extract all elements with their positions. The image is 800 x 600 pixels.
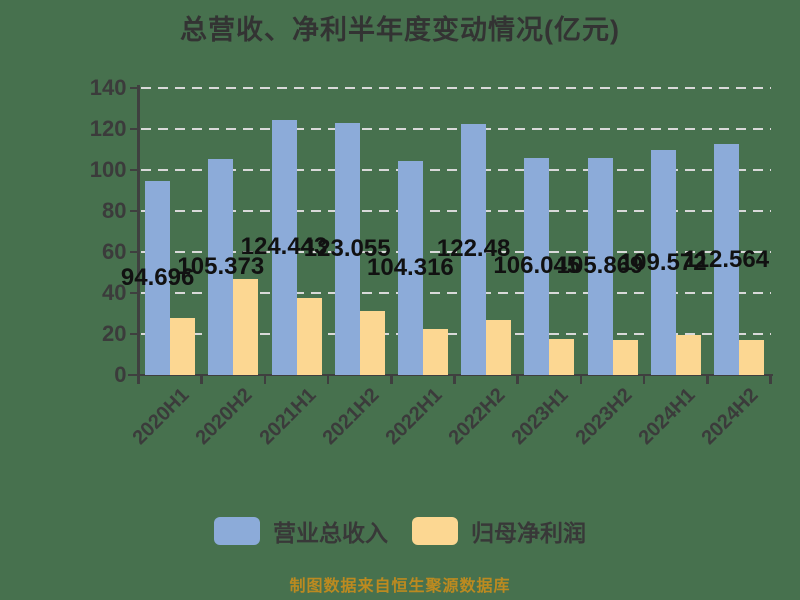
- profit-bar: [359, 311, 385, 375]
- x-axis-tick-mark: [769, 376, 772, 384]
- revenue-bar: [587, 157, 613, 375]
- profit-bar: [170, 317, 196, 375]
- bar-value-label: 106.045: [493, 252, 581, 280]
- y-axis-line: [137, 85, 140, 377]
- profit-bar: [549, 339, 575, 375]
- data-source-caption: 制图数据来自恒生聚源数据库: [289, 578, 511, 595]
- y-axis-tick-mark: [129, 127, 139, 131]
- y-axis-tick-mark: [129, 168, 139, 172]
- profit-legend-swatch: [412, 517, 458, 545]
- x-axis-label: 2020H2: [191, 384, 257, 450]
- bar-value-label: 123.055: [303, 234, 391, 262]
- revenue-bar: [334, 122, 360, 375]
- y-axis-tick-mark: [129, 209, 139, 213]
- revenue-bar: [524, 157, 550, 375]
- x-axis-tick-mark: [263, 376, 267, 384]
- x-axis-tick-mark: [453, 376, 456, 384]
- legend-item-revenue: 营业总收入: [214, 514, 388, 548]
- x-axis-tick-mark: [326, 376, 330, 384]
- profit-bar: [612, 339, 638, 375]
- profit-bar: [738, 339, 764, 375]
- profit-bar: [486, 319, 512, 375]
- x-axis-tick-mark: [137, 376, 140, 384]
- bar-value-label: 122.48: [436, 235, 511, 263]
- profit-bar: [422, 328, 448, 375]
- bar-value-label: 124.443: [240, 233, 328, 261]
- gridline: [140, 251, 771, 253]
- gridline: [140, 333, 771, 335]
- y-axis-tick-mark: [129, 250, 139, 254]
- bar-value-label: 112.564: [683, 245, 770, 273]
- y-axis-tick-label: 20: [102, 321, 127, 346]
- revenue-bar: [650, 150, 676, 375]
- x-axis-tick-mark: [516, 376, 519, 384]
- y-axis-tick-label: 0: [114, 362, 127, 387]
- y-axis-tick-mark: [129, 373, 139, 377]
- gridline: [140, 87, 771, 89]
- y-axis-tick-label: 120: [89, 116, 127, 141]
- gridline: [140, 292, 771, 294]
- gridline: [140, 210, 771, 212]
- x-axis-line: [127, 373, 773, 377]
- x-axis-tick-mark: [642, 376, 646, 384]
- revenue-bar: [397, 161, 423, 375]
- y-axis-tick-mark: [129, 291, 139, 295]
- y-axis-tick-label: 140: [89, 75, 127, 100]
- revenue-legend-label: 营业总收入: [273, 520, 388, 546]
- bar-value-label: 109.572: [619, 248, 707, 276]
- revenue-legend-swatch: [214, 517, 260, 545]
- bar-value-label: 105.373: [177, 252, 265, 280]
- bar-value-label: 105.869: [556, 252, 644, 280]
- y-axis-tick-label: 40: [102, 280, 127, 305]
- chart-title: 总营收、净利半年度变动情况(亿元): [180, 15, 620, 45]
- x-axis-tick-mark: [200, 376, 203, 384]
- y-axis-tick-mark: [129, 86, 139, 90]
- x-axis-tick-mark: [706, 376, 709, 384]
- x-axis-label: 2023H1: [507, 384, 573, 450]
- bar-value-label: 104.316: [367, 254, 454, 282]
- x-axis-tick-mark: [390, 376, 393, 384]
- legend-item-profit: 归母净利润: [412, 514, 586, 548]
- bar-value-label: 94.696: [120, 263, 195, 291]
- profit-bar: [296, 298, 322, 375]
- y-axis-tick-label: 60: [102, 239, 127, 264]
- gridline: [140, 128, 771, 130]
- revenue-bar: [713, 144, 739, 375]
- revenue-bar: [461, 123, 487, 375]
- profit-bar: [233, 278, 259, 375]
- profit-legend-label: 归母净利润: [471, 520, 586, 546]
- gridline: [140, 169, 771, 171]
- legend: 营业总收入 归母净利润: [0, 514, 800, 548]
- x-axis-label: 2024H2: [697, 384, 763, 450]
- y-axis-tick-mark: [129, 332, 139, 336]
- y-axis-tick-label: 100: [89, 157, 127, 182]
- revenue-bar: [271, 119, 297, 375]
- revenue-bar: [145, 180, 171, 375]
- y-axis-tick-label: 80: [102, 198, 127, 223]
- profit-bar: [675, 335, 701, 375]
- x-axis-tick-mark: [579, 376, 583, 384]
- revenue-bar: [208, 158, 234, 375]
